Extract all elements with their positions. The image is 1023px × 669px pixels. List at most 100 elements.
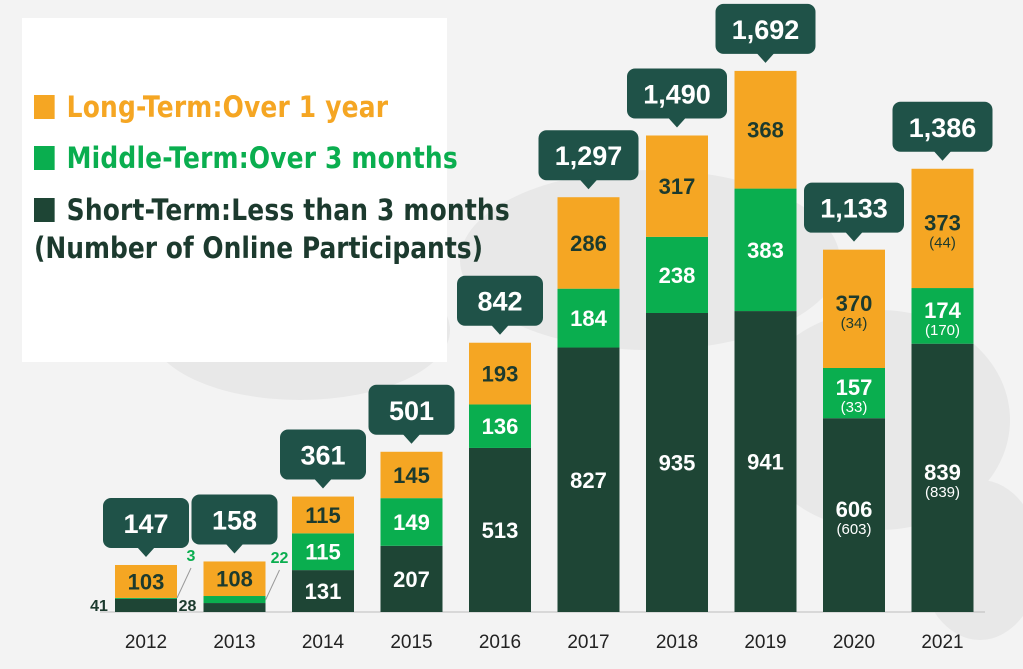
bar-long-2019 xyxy=(734,70,797,189)
x-tick-label-2020: 2020 xyxy=(833,632,875,653)
value-label-middle-2019: 383 xyxy=(747,238,784,263)
value-label-middle-2020: 157 xyxy=(836,375,873,400)
value-label-short-2015: 207 xyxy=(393,567,430,592)
value-label-short-2014: 131 xyxy=(305,579,342,604)
value-label-long-2012: 103 xyxy=(128,569,165,594)
total-label-2020: 1,133 xyxy=(820,194,888,224)
value-label-short-2020: 606 xyxy=(836,497,873,522)
x-tick-label-2018: 2018 xyxy=(656,632,698,653)
total-callout-pointer-2015 xyxy=(402,433,421,444)
bar-short-2018 xyxy=(646,312,708,612)
total-callout-2020 xyxy=(804,182,904,233)
bar-short-2015 xyxy=(380,545,443,612)
x-tick-label-2015: 2015 xyxy=(390,632,432,653)
total-label-2016: 842 xyxy=(477,287,522,317)
x-tick-label-2021: 2021 xyxy=(921,632,963,653)
value-label-middle-2018: 238 xyxy=(659,263,696,288)
bar-short-2014 xyxy=(292,570,354,612)
value-label-long-2016: 193 xyxy=(482,362,519,387)
legend-panel: Long-Term:Over 1 year Middle-Term:Over 3… xyxy=(22,18,510,362)
online-label-short-2021: (839) xyxy=(925,484,960,501)
total-callout-pointer-2021 xyxy=(933,150,952,161)
value-label-long-2021: 373 xyxy=(924,210,961,235)
bar-short-2012 xyxy=(115,598,177,612)
legend-swatch-middle xyxy=(34,146,55,170)
bar-long-2017 xyxy=(557,197,620,289)
bar-middle-2020 xyxy=(823,367,885,419)
bar-long-2016 xyxy=(469,342,531,405)
bar-middle-2017 xyxy=(557,288,620,348)
legend-long-term: Long-Term:Over 1 year xyxy=(34,90,388,124)
value-label-middle-2021: 174 xyxy=(924,298,961,323)
legend-swatch-short xyxy=(34,198,55,222)
total-label-2012: 147 xyxy=(123,509,168,539)
value-label-middle-2016: 136 xyxy=(482,414,519,439)
x-tick-label-2013: 2013 xyxy=(213,632,255,653)
value-label-short-2018: 935 xyxy=(659,450,696,475)
x-tick-label-2019: 2019 xyxy=(744,632,786,653)
total-label-2018: 1,490 xyxy=(643,79,711,109)
bar-long-2015 xyxy=(380,451,443,499)
total-callout-2013 xyxy=(191,494,278,545)
legend-middle-term: Middle-Term:Over 3 months xyxy=(34,141,458,175)
value-label-long-2014: 115 xyxy=(305,503,341,528)
online-label-middle-2021: (170) xyxy=(925,322,960,339)
value-label-short-2021: 839 xyxy=(924,460,961,485)
value-label-long-2015: 145 xyxy=(393,463,430,488)
total-callout-2014 xyxy=(280,429,366,480)
bar-middle-2012 xyxy=(115,597,177,599)
bar-middle-2016 xyxy=(469,404,531,448)
leader-line-2012 xyxy=(176,567,192,599)
total-callout-2015 xyxy=(368,384,455,435)
total-label-2013: 158 xyxy=(212,505,257,535)
online-label-short-2020: (603) xyxy=(836,521,871,538)
value-label-middle-2017: 184 xyxy=(570,306,607,331)
bar-short-2020 xyxy=(823,418,885,612)
value-label-long-2020: 370 xyxy=(836,291,873,316)
value-label-short-2012: 41 xyxy=(90,598,108,615)
total-callout-pointer-2019 xyxy=(756,52,775,63)
bar-middle-2014 xyxy=(292,533,354,571)
bar-short-2019 xyxy=(734,311,797,612)
x-tick-label-2017: 2017 xyxy=(567,632,609,653)
total-label-2021: 1,386 xyxy=(909,113,977,143)
value-label-long-2018: 317 xyxy=(659,174,696,199)
value-label-long-2013: 108 xyxy=(216,567,253,592)
legend-long-label: Long-Term:Over 1 year xyxy=(66,90,389,124)
value-label-middle-2012: 3 xyxy=(187,548,196,565)
leader-line-2013 xyxy=(265,569,280,601)
value-label-middle-2015: 149 xyxy=(393,510,430,535)
bar-middle-2021 xyxy=(911,288,974,344)
total-callout-pointer-2020 xyxy=(845,231,863,242)
total-callout-pointer-2014 xyxy=(314,478,332,489)
total-callout-pointer-2012 xyxy=(137,546,155,557)
legend-short-term: Short-Term:Less than 3 months xyxy=(34,193,510,227)
bar-short-2021 xyxy=(911,343,974,612)
legend-short-label: Short-Term:Less than 3 months xyxy=(66,193,510,227)
online-label-long-2021: (44) xyxy=(929,234,956,251)
bar-middle-2019 xyxy=(734,188,797,312)
bar-long-2018 xyxy=(646,135,708,237)
total-callout-2019 xyxy=(715,3,816,54)
total-label-2017: 1,297 xyxy=(555,141,623,171)
value-label-long-2017: 286 xyxy=(570,231,607,256)
bar-middle-2013 xyxy=(203,596,266,604)
x-tick-label-2012: 2012 xyxy=(125,632,167,653)
total-callout-pointer-2018 xyxy=(668,117,686,128)
total-label-2019: 1,692 xyxy=(732,15,800,45)
value-label-middle-2014: 115 xyxy=(305,540,341,565)
x-tick-label-2014: 2014 xyxy=(302,632,345,653)
total-label-2015: 501 xyxy=(389,396,434,426)
legend-online-note: (Number of Online Participants) xyxy=(34,231,483,265)
bar-short-2016 xyxy=(469,447,531,612)
bar-short-2013 xyxy=(203,603,266,612)
total-label-2014: 361 xyxy=(300,441,345,471)
bar-short-2017 xyxy=(557,347,620,612)
value-label-middle-2013: 22 xyxy=(271,550,289,567)
bar-middle-2015 xyxy=(380,498,443,546)
bar-long-2012 xyxy=(115,564,177,598)
value-label-short-2016: 513 xyxy=(482,518,519,543)
legend-swatch-long xyxy=(34,95,55,119)
bar-long-2020 xyxy=(823,249,885,368)
